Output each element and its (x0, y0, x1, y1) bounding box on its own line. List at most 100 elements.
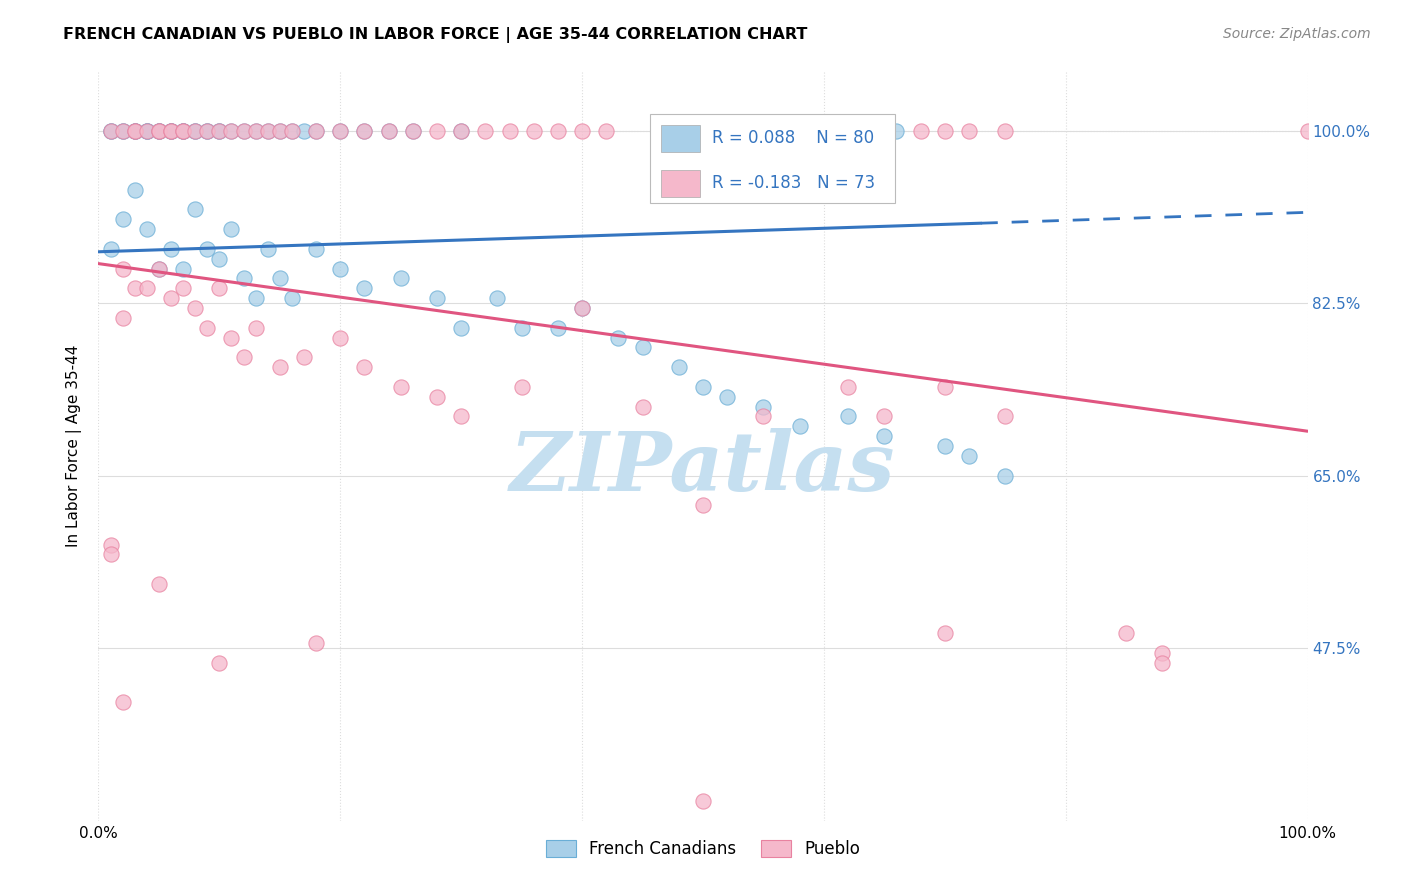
Point (208, 123, 231, 137)
Point (245, 123, 267, 137)
Point (789, 419, 811, 434)
Point (256, 123, 278, 137)
Point (547, 123, 569, 137)
Point (111, 123, 134, 137)
Point (111, 695, 134, 709)
Point (184, 123, 207, 137)
Point (668, 360, 690, 375)
Point (100, 123, 122, 137)
Point (232, 351, 254, 365)
Point (148, 261, 170, 276)
Point (692, 498, 714, 512)
Point (111, 123, 134, 137)
Point (148, 123, 170, 137)
Point (208, 252, 231, 266)
Point (873, 123, 896, 137)
Point (208, 123, 231, 137)
Point (402, 123, 425, 137)
Point (111, 123, 134, 137)
Point (752, 123, 775, 137)
Point (221, 123, 243, 137)
Point (195, 320, 218, 334)
Point (281, 123, 304, 137)
Point (148, 261, 170, 276)
Point (221, 330, 243, 344)
Point (305, 123, 328, 137)
Point (135, 123, 157, 137)
Point (934, 380, 956, 394)
Point (256, 242, 278, 256)
Point (389, 380, 412, 394)
Point (631, 400, 654, 414)
Point (269, 360, 291, 375)
Point (450, 409, 472, 424)
Point (269, 123, 291, 137)
Point (474, 123, 496, 137)
Point (837, 380, 859, 394)
Point (813, 123, 835, 137)
Point (256, 123, 278, 137)
Text: R = -0.183   N = 73: R = -0.183 N = 73 (711, 174, 875, 192)
Point (934, 123, 956, 137)
Point (1152, 656, 1174, 670)
Point (389, 271, 412, 285)
Point (994, 409, 1017, 424)
Point (292, 351, 315, 365)
Point (547, 320, 569, 334)
Point (172, 123, 194, 137)
Legend: French Canadians, Pueblo: French Canadians, Pueblo (538, 833, 868, 864)
Point (172, 123, 194, 137)
Point (124, 123, 146, 137)
Point (752, 400, 775, 414)
Point (100, 548, 122, 562)
Point (172, 281, 194, 295)
Point (160, 242, 183, 256)
Point (886, 123, 908, 137)
Point (100, 123, 122, 137)
Text: Source: ZipAtlas.com: Source: ZipAtlas.com (1223, 27, 1371, 41)
Point (195, 123, 218, 137)
Point (486, 291, 509, 305)
Point (208, 123, 231, 137)
Point (1152, 646, 1174, 660)
Point (160, 123, 183, 137)
Point (377, 123, 399, 137)
Point (353, 123, 375, 137)
Point (957, 123, 980, 137)
Point (957, 449, 980, 463)
Point (221, 123, 243, 137)
Point (934, 439, 956, 453)
Point (402, 123, 425, 137)
Point (353, 281, 375, 295)
Point (160, 291, 183, 305)
Point (716, 390, 738, 404)
Text: R = 0.088    N = 80: R = 0.088 N = 80 (711, 129, 873, 147)
Point (184, 202, 207, 217)
Point (281, 123, 304, 137)
Point (160, 123, 183, 137)
Point (269, 123, 291, 137)
Point (184, 123, 207, 137)
Point (281, 291, 304, 305)
Point (245, 123, 267, 137)
Point (292, 123, 315, 137)
Point (135, 222, 157, 236)
Point (752, 409, 775, 424)
Point (595, 123, 617, 137)
Point (124, 123, 146, 137)
Point (450, 123, 472, 137)
Point (510, 380, 533, 394)
Point (184, 123, 207, 137)
Point (148, 123, 170, 137)
Point (184, 301, 207, 315)
Point (195, 123, 218, 137)
Point (135, 123, 157, 137)
Point (305, 242, 328, 256)
Point (172, 123, 194, 137)
Point (148, 123, 170, 137)
Point (232, 123, 254, 137)
Point (124, 123, 146, 137)
Point (111, 212, 134, 227)
Point (860, 123, 883, 137)
Point (353, 360, 375, 375)
